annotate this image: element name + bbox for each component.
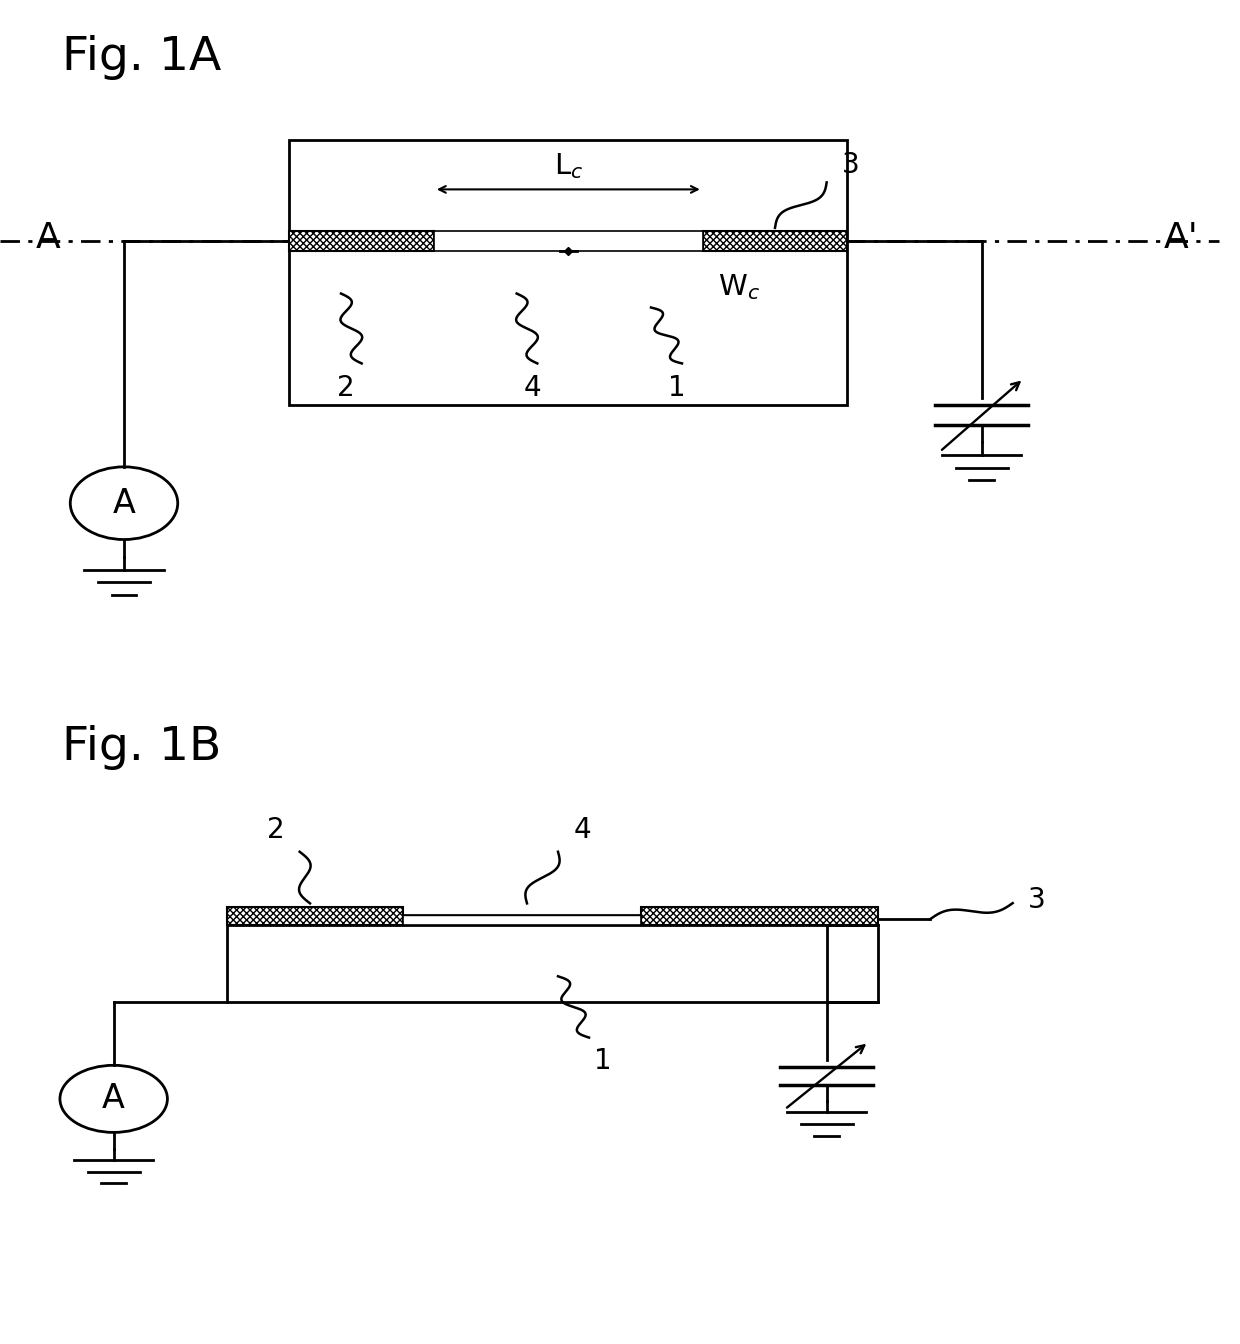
Text: 1: 1 [668, 374, 686, 402]
Text: Fig. 1B: Fig. 1B [62, 724, 222, 770]
Bar [227, 907, 403, 925]
Text: 2: 2 [337, 374, 355, 402]
Text: A: A [113, 487, 135, 520]
Text: A': A' [1164, 220, 1199, 254]
Bar [403, 915, 641, 925]
Text: 1: 1 [594, 1047, 611, 1075]
Text: A: A [102, 1082, 125, 1116]
Text: W$_c$: W$_c$ [718, 273, 760, 302]
Bar [703, 231, 847, 251]
Bar [227, 925, 878, 1003]
Bar [434, 231, 703, 251]
Text: 3: 3 [842, 151, 859, 179]
Bar [289, 231, 434, 251]
Text: 2: 2 [267, 816, 284, 844]
Text: L$_c$: L$_c$ [553, 152, 583, 181]
Text: Fig. 1A: Fig. 1A [62, 35, 222, 79]
Bar [641, 907, 878, 925]
Text: 4: 4 [523, 374, 541, 402]
Text: 4: 4 [573, 816, 591, 844]
Text: A: A [36, 220, 61, 254]
Bar [289, 140, 847, 406]
Text: 3: 3 [1028, 886, 1045, 914]
